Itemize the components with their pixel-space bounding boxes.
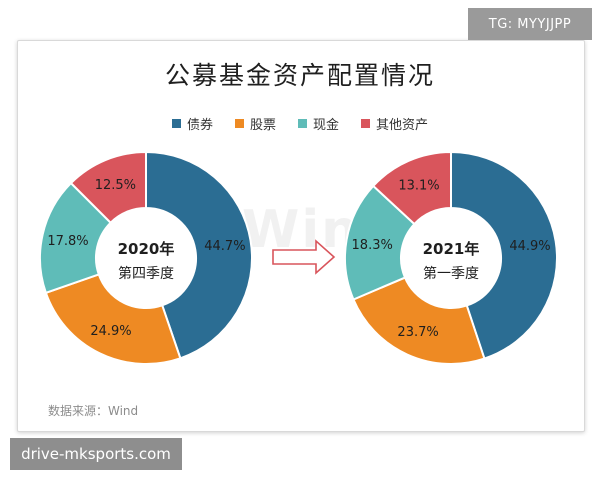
donut-2020q4-center-year: 2020年 bbox=[118, 240, 175, 258]
donut-2020q4-label-stock: 24.9% bbox=[90, 324, 131, 339]
legend-label-stock: 股票 bbox=[249, 118, 276, 133]
donut-2020q4-center-quarter: 第四季度 bbox=[118, 265, 174, 282]
donut-2020q4-label-other: 12.5% bbox=[95, 178, 136, 193]
chart-title: 公募基金资产配置情况 bbox=[164, 61, 435, 90]
donut-2021q1-label-bond: 44.9% bbox=[509, 239, 550, 254]
legend-label-other: 其他资产 bbox=[376, 118, 429, 133]
legend-item-other: 其他资产 bbox=[361, 114, 428, 133]
transition-arrow-icon bbox=[272, 239, 336, 275]
chart-legend: 债券 股票 现金 其他资产 bbox=[0, 114, 600, 133]
legend-swatch-other bbox=[361, 119, 371, 128]
telegram-tag: TG: MYYJJPP bbox=[468, 8, 592, 40]
donut-2021q1-center-quarter: 第一季度 bbox=[423, 265, 479, 282]
legend-label-cash: 现金 bbox=[313, 118, 340, 133]
legend-item-stock: 股票 bbox=[234, 114, 276, 133]
donut-2020q4-slice-stock bbox=[44, 273, 182, 365]
donut-2020q4-label-bond: 44.7% bbox=[204, 239, 245, 254]
donut-2021q1-slice-bond bbox=[450, 150, 558, 360]
donut-2021q1-center-year: 2021年 bbox=[423, 240, 480, 258]
legend-item-cash: 现金 bbox=[298, 114, 339, 133]
site-url-tag: drive-mksports.com bbox=[10, 438, 182, 470]
legend-swatch-stock bbox=[234, 119, 244, 128]
legend-swatch-cash bbox=[298, 119, 307, 128]
donut-2021q1-label-stock: 23.7% bbox=[397, 325, 438, 340]
donut-2020q4-slice-bond bbox=[145, 150, 253, 360]
legend-label-bond: 债券 bbox=[186, 118, 213, 133]
chart-card bbox=[17, 40, 585, 432]
donut-2021q1-label-other: 13.1% bbox=[398, 179, 439, 194]
donut-2020q4-slice-other bbox=[69, 150, 147, 225]
donut-2020q4-label-cash: 17.8% bbox=[47, 234, 88, 249]
donut-2021q1-slice-other bbox=[371, 150, 452, 226]
donut-2021q1-slice-cash bbox=[344, 184, 416, 301]
legend-item-bond: 债券 bbox=[171, 114, 213, 133]
donut-2021q1-slice-stock bbox=[352, 276, 486, 365]
legend-swatch-bond bbox=[171, 119, 181, 128]
donut-2021q1-label-cash: 18.3% bbox=[352, 238, 393, 253]
data-source-note: 数据来源：Wind bbox=[48, 404, 139, 418]
